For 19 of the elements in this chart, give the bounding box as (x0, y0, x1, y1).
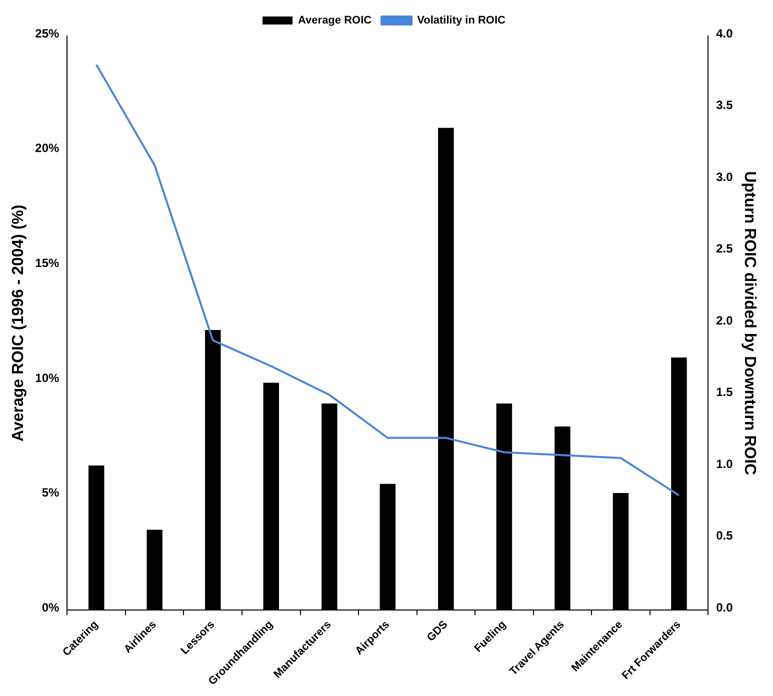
y-tick-label: 25% (35, 26, 60, 40)
y2-tick-label: 1.0 (716, 456, 734, 471)
legend-label: Average ROIC (298, 14, 372, 27)
y-tick-label: 15% (35, 256, 60, 270)
y-axis-title: Average ROIC (1996 - 2004) (%) (10, 204, 28, 442)
y2-tick-label: 1.5 (716, 385, 734, 400)
y2-tick-label: 0.0 (716, 600, 734, 614)
y-tick-label: 5% (42, 486, 60, 500)
y2-tick-label: 4.0 (716, 26, 734, 40)
y2-tick-label: 0.5 (716, 528, 734, 543)
y2-tick-label: 2.5 (716, 242, 734, 256)
y2-tick-label: 2.0 (716, 313, 734, 328)
y2-axis-title: Upturn ROIC divided by Downturn ROIC (740, 171, 758, 476)
y2-tick-label: 3.0 (716, 170, 734, 184)
y-tick-label: 20% (35, 141, 60, 156)
y-tick-label: 10% (35, 370, 60, 385)
y-tick-label: 0% (42, 600, 60, 614)
legend-label: Volatility in ROIC (417, 14, 506, 27)
y2-tick-label: 3.5 (716, 98, 734, 112)
